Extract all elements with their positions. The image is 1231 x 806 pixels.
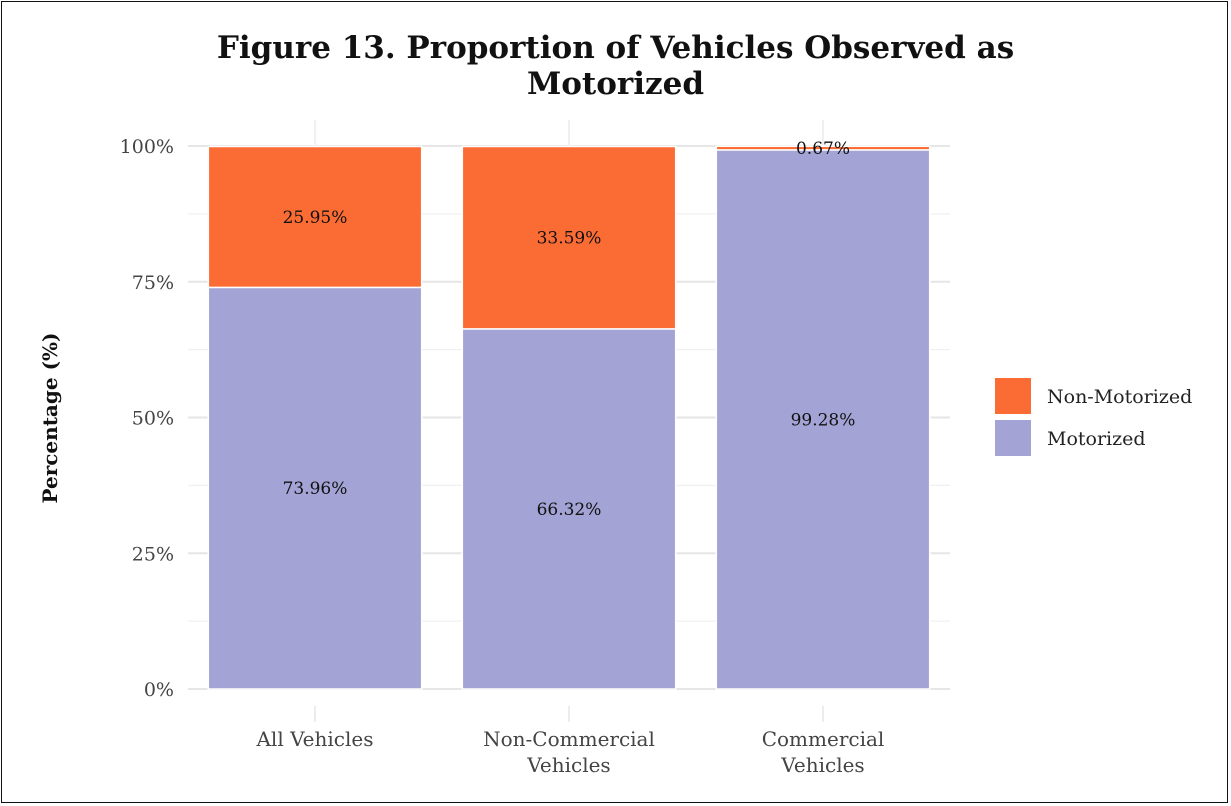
chart-title-line-2: Motorized	[526, 66, 705, 102]
legend-label: Non-Motorized	[1047, 386, 1192, 408]
y-tick-label: 50%	[132, 408, 174, 430]
x-tick-label: Commercial	[762, 727, 885, 751]
data-label: 73.96%	[283, 479, 348, 499]
data-label: 0.67%	[796, 139, 850, 159]
bar-non-motorized-2	[715, 145, 931, 151]
bars	[207, 145, 931, 690]
chart-title: Figure 13. Proportion of Vehicles Observ…	[0, 30, 1231, 102]
bar-motorized-2	[715, 149, 931, 690]
x-tick-label: Non-Commercial	[483, 727, 655, 751]
x-tick-label: All Vehicles	[255, 727, 373, 751]
bar-non-motorized-0	[207, 145, 423, 289]
y-tick-label: 0%	[144, 679, 174, 701]
x-tick-label: Vehicles	[780, 753, 864, 777]
legend-label: Motorized	[1047, 428, 1146, 450]
bar-motorized-0	[207, 286, 423, 690]
y-tick-label: 100%	[120, 136, 174, 158]
chart-title-line-1: Figure 13. Proportion of Vehicles Observ…	[216, 30, 1015, 66]
legend-swatch-non-motorized	[995, 378, 1031, 414]
legend: Non-Motorized Motorized	[995, 378, 1192, 456]
legend-swatch-motorized	[995, 420, 1031, 456]
data-label: 99.28%	[791, 410, 856, 430]
data-labels: 73.96% 25.95% 66.32% 33.59% 99.28% 0.67%	[283, 139, 856, 520]
axes: 0% 25% 50% 75% 100% All Vehicles Non-Commercia…	[120, 136, 885, 777]
data-label: 25.95%	[283, 208, 348, 228]
bar-non-motorized-1	[461, 145, 677, 330]
y-tick-label: 25%	[132, 543, 174, 565]
bar-motorized-1	[461, 328, 677, 690]
data-label: 66.32%	[537, 500, 602, 520]
data-label: 33.59%	[537, 229, 602, 249]
y-tick-label: 75%	[132, 272, 174, 294]
x-tick-label: Vehicles	[526, 753, 610, 777]
